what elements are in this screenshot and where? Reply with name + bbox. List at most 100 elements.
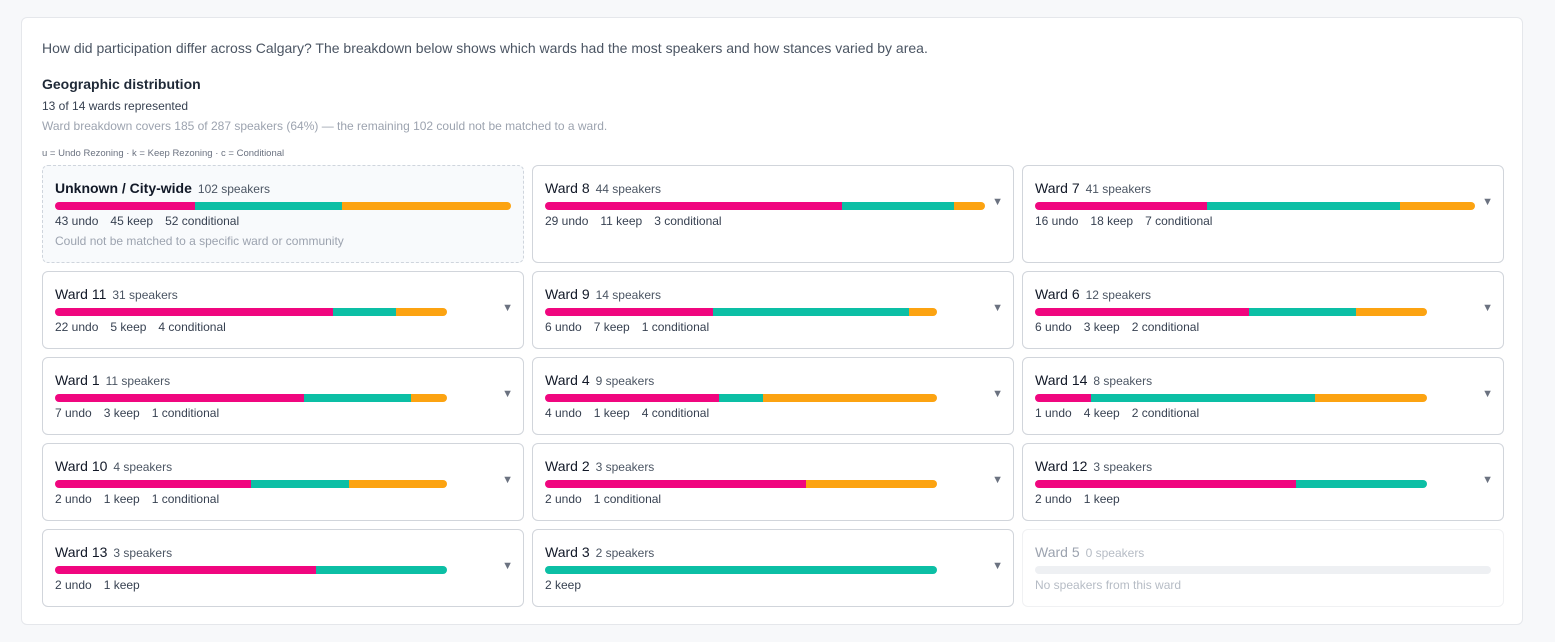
speaker-count: 2 speakers [595,546,655,560]
keep-count: 1 keep [1083,492,1120,506]
stance-counts: 29 undo 11 keep 3 conditional [545,214,734,228]
bar-segment-undo [55,202,196,210]
conditional-count: 4 conditional [641,406,710,420]
speaker-count: 3 speakers [1093,460,1153,474]
ward-card-header: Unknown / City-wide 102 speakers [55,180,270,198]
speaker-count: 44 speakers [595,182,661,196]
bar-segment-keep [304,394,412,402]
ward-name: Ward 6 [1035,286,1080,302]
ward-card-ward-7[interactable]: Ward 7 41 speakers 16 undo 18 keep 7 conditi… [1022,165,1504,263]
ward-card-header: Ward 2 3 speakers [545,458,654,476]
bar-segment-undo [545,480,807,488]
stance-counts: 43 undo 45 keep 52 conditional [55,214,251,228]
stance-bar [545,394,937,402]
ward-card-ward-11[interactable]: Ward 11 31 speakers 22 undo 5 keep 4 conditi… [42,271,524,349]
ward-name: Ward 11 [55,286,107,302]
stance-bar [1035,566,1491,574]
stance-bar [545,202,985,210]
chevron-down-icon[interactable]: ▼ [502,388,513,400]
bar-segment-undo [1035,394,1091,402]
ward-name: Ward 4 [545,372,590,388]
ward-card-header: Ward 7 41 speakers [1035,180,1151,198]
ward-card-ward-6[interactable]: Ward 6 12 speakers 6 undo 3 keep 2 condition… [1022,271,1504,349]
legend: u = Undo Rezoning · k = Keep Rezoning · … [42,148,285,159]
ward-card-header: Ward 5 0 speakers [1035,544,1144,562]
chevron-down-icon[interactable]: ▼ [502,560,513,572]
conditional-count: 3 conditional [654,214,722,228]
bar-segment-cond [1315,394,1427,402]
bar-segment-keep [1248,308,1356,316]
bar-segment-cond [762,394,937,402]
stance-counts: 2 keep [545,578,593,592]
chevron-down-icon[interactable]: ▼ [992,302,1003,314]
ward-name: Ward 2 [545,458,590,474]
ward-card-header: Ward 12 3 speakers [1035,458,1152,476]
coverage-note: Ward breakdown covers 185 of 287 speaker… [42,119,608,133]
stance-bar [545,566,937,574]
keep-count: 4 keep [1083,406,1120,420]
chevron-down-icon[interactable]: ▼ [992,474,1003,486]
stance-counts: 16 undo 18 keep 7 conditional [1035,214,1224,228]
bar-segment-undo [545,308,713,316]
stance-bar [55,480,447,488]
keep-count: 7 keep [593,320,630,334]
chevron-down-icon[interactable]: ▼ [992,560,1003,572]
keep-count: 1 keep [103,578,140,592]
ward-card-header: Ward 9 14 speakers [545,286,661,304]
bar-segment-keep [841,202,955,210]
conditional-count: 2 conditional [1131,406,1200,420]
stance-counts: 2 undo 1 keep 1 conditional [55,492,231,506]
stance-counts: 7 undo 3 keep 1 conditional [55,406,231,420]
stance-counts: 4 undo 1 keep 4 conditional [545,406,721,420]
chevron-down-icon[interactable]: ▼ [1482,388,1493,400]
ward-card-ward-4[interactable]: Ward 4 9 speakers 4 undo 1 keep 4 conditiona… [532,357,1014,435]
speaker-count: 11 speakers [105,374,171,388]
bar-segment-keep [195,202,342,210]
undo-count: 16 undo [1035,214,1079,228]
ward-card-ward-14[interactable]: Ward 14 8 speakers 1 undo 4 keep 2 condition… [1022,357,1504,435]
chevron-down-icon[interactable]: ▼ [1482,474,1493,486]
bar-segment-keep [333,308,397,316]
bar-segment-cond [1355,308,1427,316]
ward-card-ward-13[interactable]: Ward 13 3 speakers 2 undo 1 keep ▼ [42,529,524,607]
ward-card-ward-8[interactable]: Ward 8 44 speakers 29 undo 11 keep 3 conditi… [532,165,1014,263]
bar-segment-undo [55,308,334,316]
ward-card-ward-3[interactable]: Ward 3 2 speakers 2 keep ▼ [532,529,1014,607]
undo-count: 6 undo [545,320,582,334]
chevron-down-icon[interactable]: ▼ [1482,196,1493,208]
ward-card-unknown-city-wide: Unknown / City-wide 102 speakers 43 undo 45… [42,165,524,263]
bar-segment-keep [1296,480,1427,488]
stance-bar [55,394,447,402]
undo-count: 22 undo [55,320,99,334]
keep-count: 45 keep [110,214,154,228]
speaker-count: 3 speakers [113,546,173,560]
section-title: Geographic distribution [42,76,201,92]
keep-count: 1 keep [593,406,630,420]
speaker-count: 8 speakers [1093,374,1153,388]
bar-segment-undo [545,202,842,210]
bar-segment-undo [1035,308,1249,316]
ward-name: Ward 14 [1035,372,1088,388]
chevron-down-icon[interactable]: ▼ [992,388,1003,400]
card-note: No speakers from this ward [1035,578,1182,592]
bar-segment-keep [713,308,909,316]
speaker-count: 31 speakers [112,288,178,302]
bar-segment-keep [251,480,349,488]
chevron-down-icon[interactable]: ▼ [1482,302,1493,314]
ward-card-ward-2[interactable]: Ward 2 3 speakers 2 undo 1 conditional ▼ [532,443,1014,521]
stance-counts: 2 undo 1 keep [1035,492,1132,506]
ward-name: Ward 9 [545,286,590,302]
ward-card-ward-1[interactable]: Ward 1 11 speakers 7 undo 3 keep 1 condition… [42,357,524,435]
ward-name: Ward 7 [1035,180,1080,196]
chevron-down-icon[interactable]: ▼ [992,196,1003,208]
ward-card-ward-9[interactable]: Ward 9 14 speakers 6 undo 7 keep 1 condition… [532,271,1014,349]
chevron-down-icon[interactable]: ▼ [502,302,513,314]
ward-card-ward-12[interactable]: Ward 12 3 speakers 2 undo 1 keep ▼ [1022,443,1504,521]
stance-bar [55,202,511,210]
ward-card-ward-10[interactable]: Ward 10 4 speakers 2 undo 1 keep 1 condition… [42,443,524,521]
bar-segment-cond [341,202,511,210]
bar-segment-cond [1399,202,1475,210]
chevron-down-icon[interactable]: ▼ [502,474,513,486]
ward-card-header: Ward 6 12 speakers [1035,286,1151,304]
stance-counts: 6 undo 3 keep 2 conditional [1035,320,1211,334]
